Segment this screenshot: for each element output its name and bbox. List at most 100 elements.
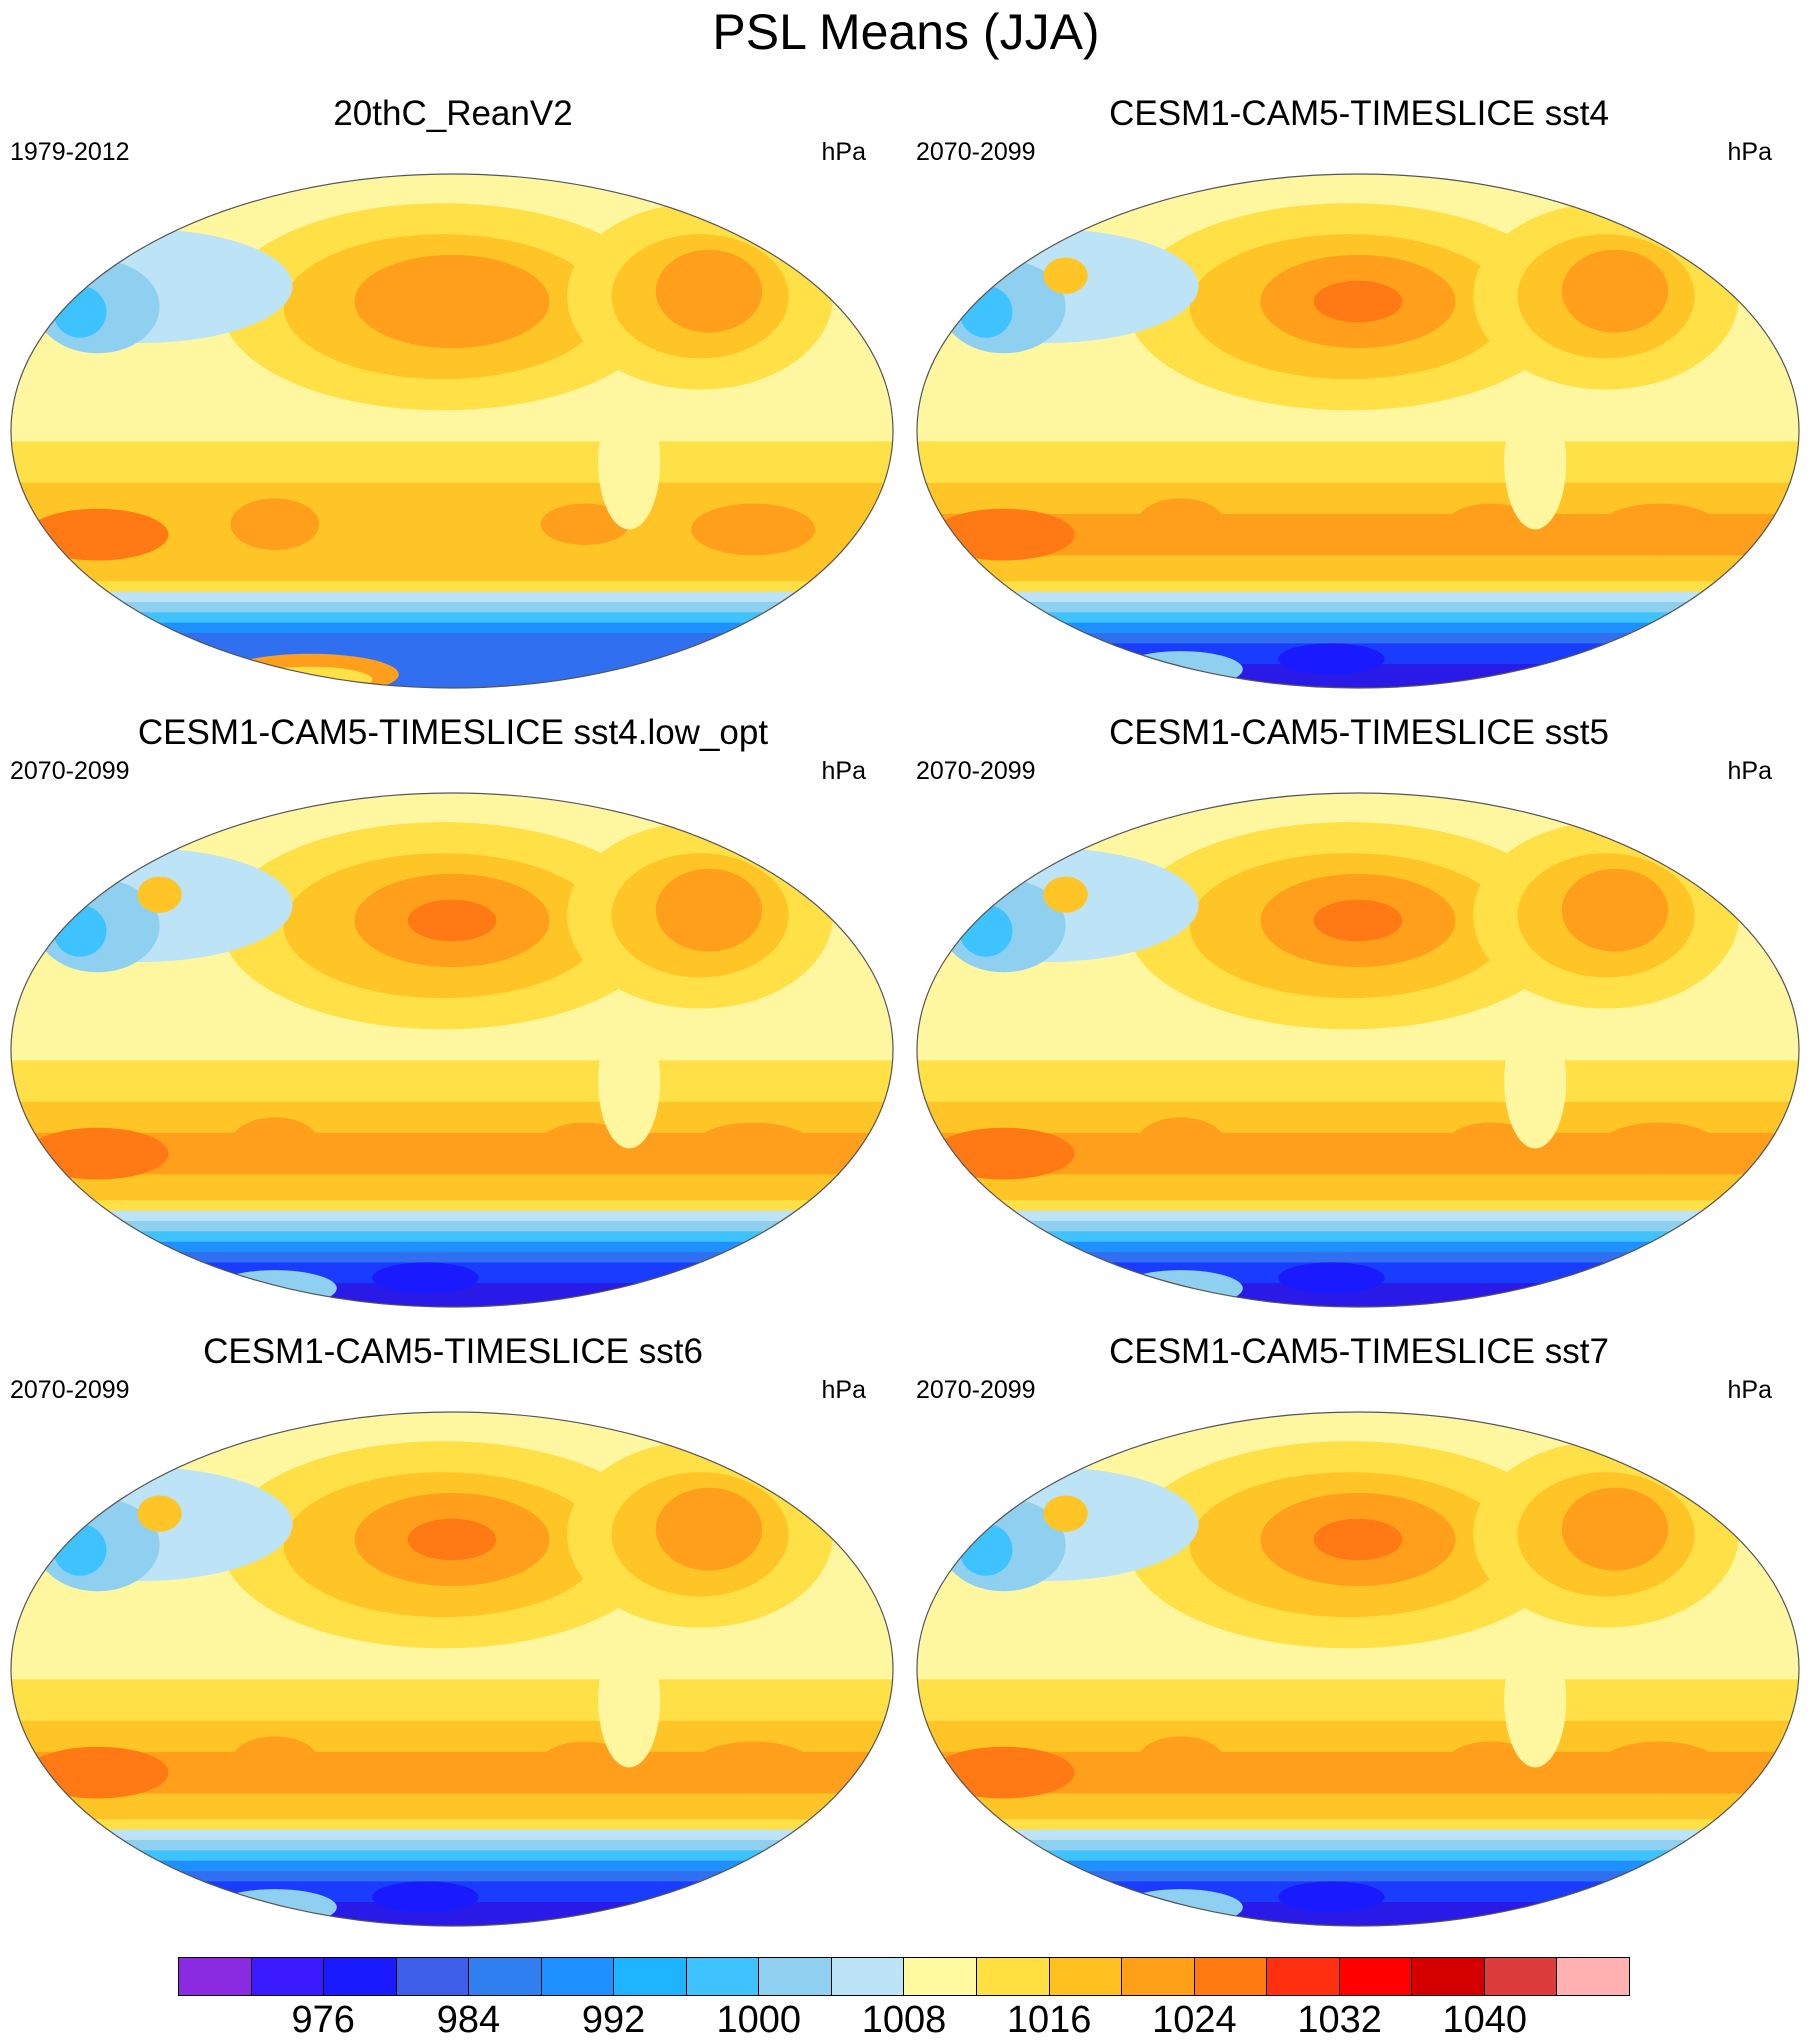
north-atlantic-high	[1561, 249, 1669, 333]
australian-high	[1136, 1117, 1226, 1170]
south-pacific-high	[540, 1741, 630, 1783]
colorbar-labels: 976 984 992 1000 1008 1016 1024 1032 1040	[178, 1998, 1630, 2043]
south-america-land	[598, 1632, 661, 1768]
colorbar-cell	[686, 1958, 760, 1995]
south-atlantic-high	[1597, 503, 1722, 556]
pressure-band	[11, 1793, 893, 1821]
colorbar-cell	[1557, 1958, 1629, 1995]
pressure-band	[11, 1819, 893, 1831]
north-atlantic-high	[655, 1487, 763, 1571]
colorbar-cell	[1339, 1958, 1413, 1995]
south-atlantic-high	[691, 503, 816, 556]
pressure-band	[917, 591, 1799, 603]
south-indian-high	[932, 1746, 1075, 1799]
pressure-band	[917, 1871, 1799, 1883]
tibet-high	[1043, 257, 1088, 294]
panel-units: hPa	[821, 757, 866, 785]
pressure-band	[11, 1679, 893, 1722]
south-indian-high	[932, 1127, 1075, 1180]
pressure-band	[11, 1839, 893, 1852]
north-atlantic-high	[655, 868, 763, 952]
antarctic-plateau	[1118, 651, 1243, 688]
pressure-band	[11, 612, 893, 624]
colorbar-tick-label: 1024	[1152, 1999, 1237, 2041]
pressure-band	[917, 1231, 1799, 1243]
colorbar-cell	[469, 1958, 542, 1995]
north-atlantic-high	[1561, 868, 1669, 952]
pressure-band	[11, 1850, 893, 1862]
pressure-band	[917, 1850, 1799, 1862]
north-pacific-high	[354, 254, 550, 349]
map-panel: CESM1-CAM5-TIMESLICE sst4 2070-2099 hPa	[906, 92, 1812, 712]
pressure-band	[11, 1829, 893, 1841]
north-pacific-high-core	[407, 899, 497, 942]
pressure-band	[11, 555, 893, 583]
pressure-band	[917, 601, 1799, 614]
pressure-band	[11, 591, 893, 603]
colorbar-cell	[1267, 1958, 1340, 1995]
pressure-band	[917, 1860, 1799, 1873]
colorbar-tick-label: 1000	[716, 1999, 802, 2041]
pressure-band	[11, 622, 893, 635]
antarctic-plateau	[1118, 1889, 1243, 1926]
colorbar-cell	[1412, 1958, 1485, 1995]
antarctic-low	[372, 1262, 479, 1294]
map-panel: 20thC_ReanV2 1979-2012 hPa	[0, 92, 906, 712]
pressure-band	[917, 1793, 1799, 1821]
colorbar-tick-label: 1016	[1006, 1999, 1092, 2041]
pressure-band	[11, 1252, 893, 1264]
colorbar	[178, 1957, 1630, 1996]
colorbar-cell	[831, 1958, 905, 1995]
panel-title: CESM1-CAM5-TIMESLICE sst4.low_opt	[137, 713, 769, 752]
colorbar-cell	[396, 1958, 470, 1995]
north-pacific-high-core	[1313, 280, 1403, 323]
south-atlantic-high	[1597, 1741, 1722, 1794]
psl-map	[10, 173, 894, 689]
psl-map	[10, 792, 894, 1308]
antarctic-low	[372, 1881, 479, 1913]
australian-high	[230, 498, 320, 551]
psl-map	[916, 1411, 1800, 1927]
north-pacific-high-core	[1313, 1518, 1403, 1561]
map-outline	[10, 173, 894, 689]
pressure-band	[917, 612, 1799, 624]
pressure-band	[917, 1210, 1799, 1222]
colorbar-cell	[1122, 1958, 1195, 1995]
pressure-band	[917, 1829, 1799, 1841]
antarctic-plateau	[212, 1889, 337, 1926]
pressure-band	[917, 555, 1799, 583]
colorbar-cell	[759, 1958, 832, 1995]
colorbar-tick-label: 992	[581, 1999, 646, 2041]
colorbar-cell	[541, 1958, 615, 1995]
map-outline	[916, 1411, 1800, 1927]
south-america-land	[598, 1013, 661, 1149]
pressure-band	[11, 643, 893, 666]
pressure-band	[917, 633, 1799, 645]
pressure-band	[11, 581, 893, 593]
australian-high	[230, 1117, 320, 1170]
colorbar-tick-label: 1032	[1297, 1999, 1382, 2041]
south-atlantic-high	[1597, 1122, 1722, 1175]
pressure-band	[11, 1241, 893, 1254]
panel-period: 2070-2099	[916, 757, 1036, 785]
map-outline	[916, 173, 1800, 689]
pressure-band	[11, 1174, 893, 1202]
panel-period: 1979-2012	[10, 138, 130, 166]
tibet-high	[1043, 876, 1088, 913]
north-atlantic-high	[655, 249, 763, 333]
colorbar-tick-label: 1040	[1442, 1999, 1528, 2041]
map-outline	[10, 792, 894, 1308]
pressure-band	[11, 664, 893, 688]
panel-title: CESM1-CAM5-TIMESLICE sst5	[1109, 713, 1609, 752]
panel-title: CESM1-CAM5-TIMESLICE sst4	[1109, 94, 1609, 133]
pressure-band	[917, 1060, 1799, 1103]
psl-map	[916, 792, 1800, 1308]
colorbar-cell	[1484, 1958, 1558, 1995]
pressure-band	[11, 1210, 893, 1222]
panel-units: hPa	[1727, 757, 1772, 785]
pressure-band	[917, 1220, 1799, 1233]
pressure-band	[11, 633, 893, 645]
pressure-band	[11, 1060, 893, 1103]
map-outline	[10, 1411, 894, 1927]
north-pacific-high-core	[1313, 899, 1403, 942]
